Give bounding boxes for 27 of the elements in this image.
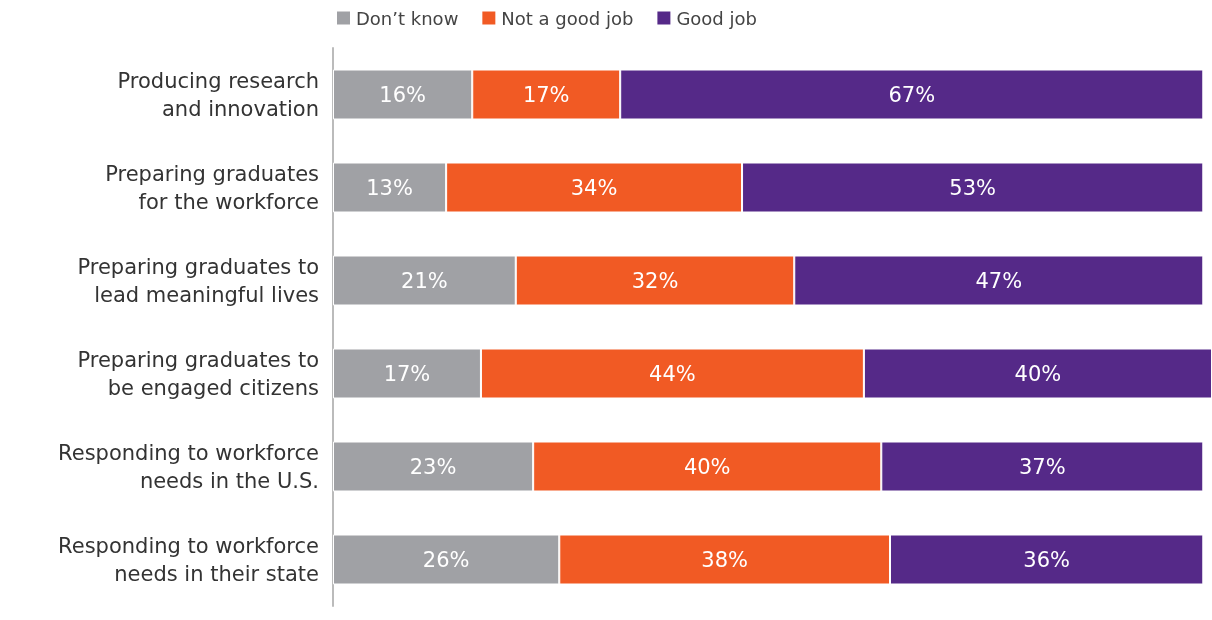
data-label: 67% [888,82,936,107]
data-label: 44% [649,361,696,386]
y-tick-label: Responding to workforce needs in their state [58,533,319,586]
data-label: 23% [409,454,457,479]
legend-label: Not a good job [501,7,634,29]
data-label: 38% [701,547,748,572]
data-label: 32% [631,268,679,293]
data-label: 13% [366,175,413,200]
y-tick-label: Preparing graduates for the workforce [105,161,319,214]
y-tick-label: Preparing graduates to lead meaningful lives [77,254,319,307]
data-label: 17% [383,361,431,386]
y-tick-label: Producing research and innovation [117,68,319,121]
data-label: 36% [1023,547,1070,572]
data-label: 40% [1014,361,1062,386]
data-label: 16% [379,82,426,107]
data-label: 17% [522,82,570,107]
y-tick-label: Responding to workforce needs in the U.S. [58,440,319,493]
data-label: 40% [683,454,731,479]
legend-label: Good job [676,7,757,29]
data-label: 34% [570,175,618,200]
data-label: 53% [949,175,997,200]
data-label: 47% [975,268,1023,293]
data-label: 21% [401,268,448,293]
data-label: 26% [422,547,470,572]
legend-label: Don’t know [356,7,459,29]
data-label: 37% [1018,454,1066,479]
y-tick-label: Preparing graduates to be engaged citizens [77,347,319,400]
